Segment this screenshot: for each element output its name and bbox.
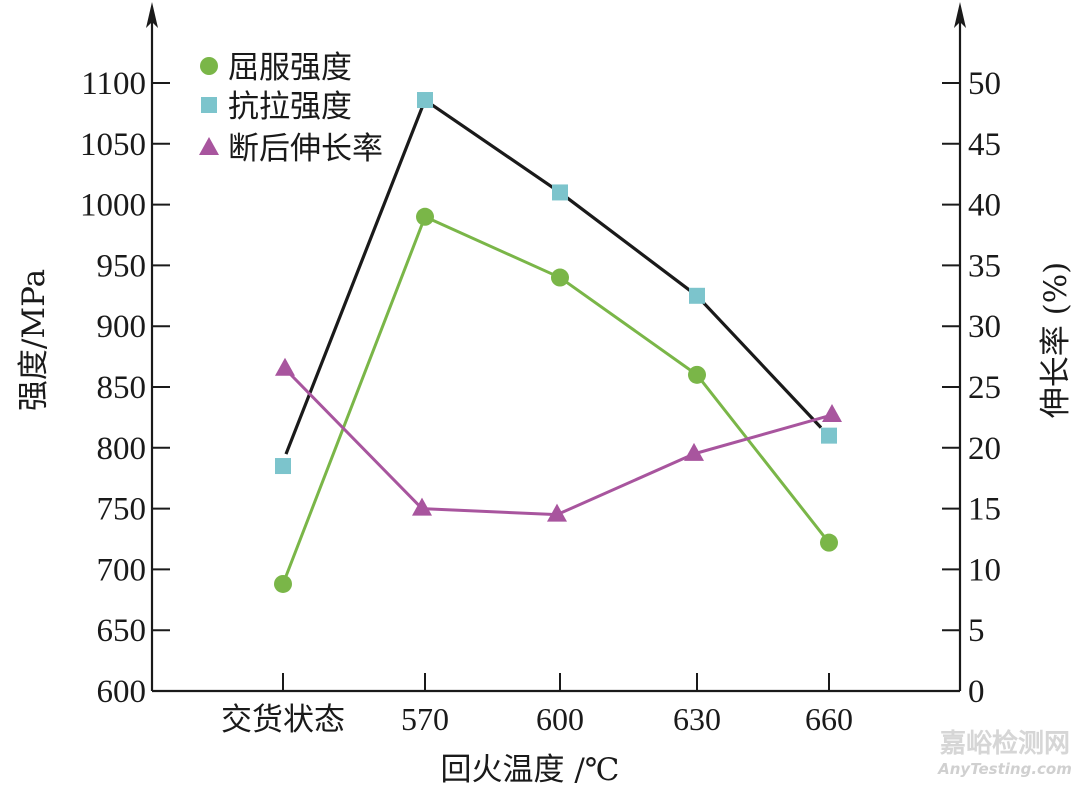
left-axis-arrow-icon: [146, 2, 158, 28]
x-tick-label: 630: [673, 701, 721, 737]
legend-label: 断后伸长率: [228, 131, 383, 167]
circle-marker-icon: [416, 207, 434, 226]
square-marker-icon: [689, 287, 705, 304]
square-marker-icon: [201, 97, 217, 113]
x-tick-label: 交货状态: [221, 702, 345, 738]
y-tick-label: 950: [97, 248, 147, 284]
triangle-marker-icon: [412, 497, 432, 516]
square-marker-icon: [417, 92, 433, 109]
legend-label: 抗拉强度: [228, 89, 352, 125]
y2-tick-label: 5: [968, 613, 985, 649]
y-tick-label: 800: [97, 431, 147, 467]
circle-marker-icon: [200, 57, 218, 75]
square-marker-icon: [821, 427, 837, 444]
y2-tick-label: 40: [968, 188, 1001, 224]
circle-marker-icon: [820, 533, 838, 552]
y-tick-label: 650: [97, 613, 147, 649]
y-tick-label: 750: [97, 492, 147, 528]
y-tick-label: 1100: [81, 66, 146, 102]
legend-item-elongation: 断后伸长率: [199, 131, 383, 167]
y2-tick-label: 15: [968, 492, 1001, 528]
x-axis-title: 回火温度 /℃: [441, 752, 620, 787]
triangle-marker-icon: [275, 357, 295, 376]
legend-item-tensile: 抗拉强度: [201, 89, 352, 125]
watermark-cn: 嘉峪检测网: [940, 728, 1070, 759]
y-tick-label: 1000: [80, 188, 146, 224]
y2-tick-label: 35: [968, 248, 1001, 284]
y-left-axis-title: 强度/MPa: [16, 269, 52, 411]
x-ticks: 交货状态 570 600 630 660: [221, 673, 853, 738]
right-axis-arrow-icon: [954, 2, 966, 28]
legend-label: 屈服强度: [228, 50, 352, 86]
circle-marker-icon: [274, 574, 292, 593]
triangle-marker-icon: [684, 442, 704, 461]
y2-tick-label: 30: [968, 309, 1001, 345]
x-tick-label: 600: [536, 701, 584, 737]
y2-tick-label: 25: [968, 370, 1001, 406]
legend: 屈服强度 抗拉强度 断后伸长率: [199, 50, 383, 167]
y2-tick-label: 50: [968, 66, 1001, 102]
x-tick-label: 660: [805, 701, 853, 737]
triangle-marker-icon: [547, 503, 567, 522]
y-tick-label: 900: [97, 309, 147, 345]
circle-marker-icon: [551, 268, 569, 287]
y2-tick-label: 45: [968, 127, 1001, 163]
x-tick-label: 570: [401, 701, 449, 737]
legend-item-yield: 屈服强度: [200, 50, 352, 86]
triangle-marker-icon: [199, 137, 219, 155]
y-tick-label: 1050: [80, 127, 146, 163]
watermark-en: AnyTesting.com: [937, 760, 1072, 778]
y-tick-label: 700: [97, 552, 147, 588]
y-tick-label: 600: [97, 674, 147, 710]
square-marker-icon: [275, 458, 291, 475]
y2-tick-label: 10: [968, 552, 1001, 588]
y-tick-label: 850: [97, 370, 147, 406]
y2-tick-label: 0: [968, 674, 985, 710]
left-y-ticks: 600 650 700 750 800 850 900 950 1000 1050 1100: [80, 66, 170, 710]
y2-tick-label: 20: [968, 431, 1001, 467]
triangle-marker-icon: [822, 403, 842, 422]
circle-marker-icon: [688, 365, 706, 384]
y-right-axis-title: 伸长率 (%): [1038, 262, 1074, 419]
square-marker-icon: [552, 184, 568, 201]
right-y-ticks: 0 5 10 15 20 25 30 35 40 45 50: [942, 66, 1001, 710]
axes: [146, 2, 966, 693]
series-markers: [274, 92, 842, 593]
